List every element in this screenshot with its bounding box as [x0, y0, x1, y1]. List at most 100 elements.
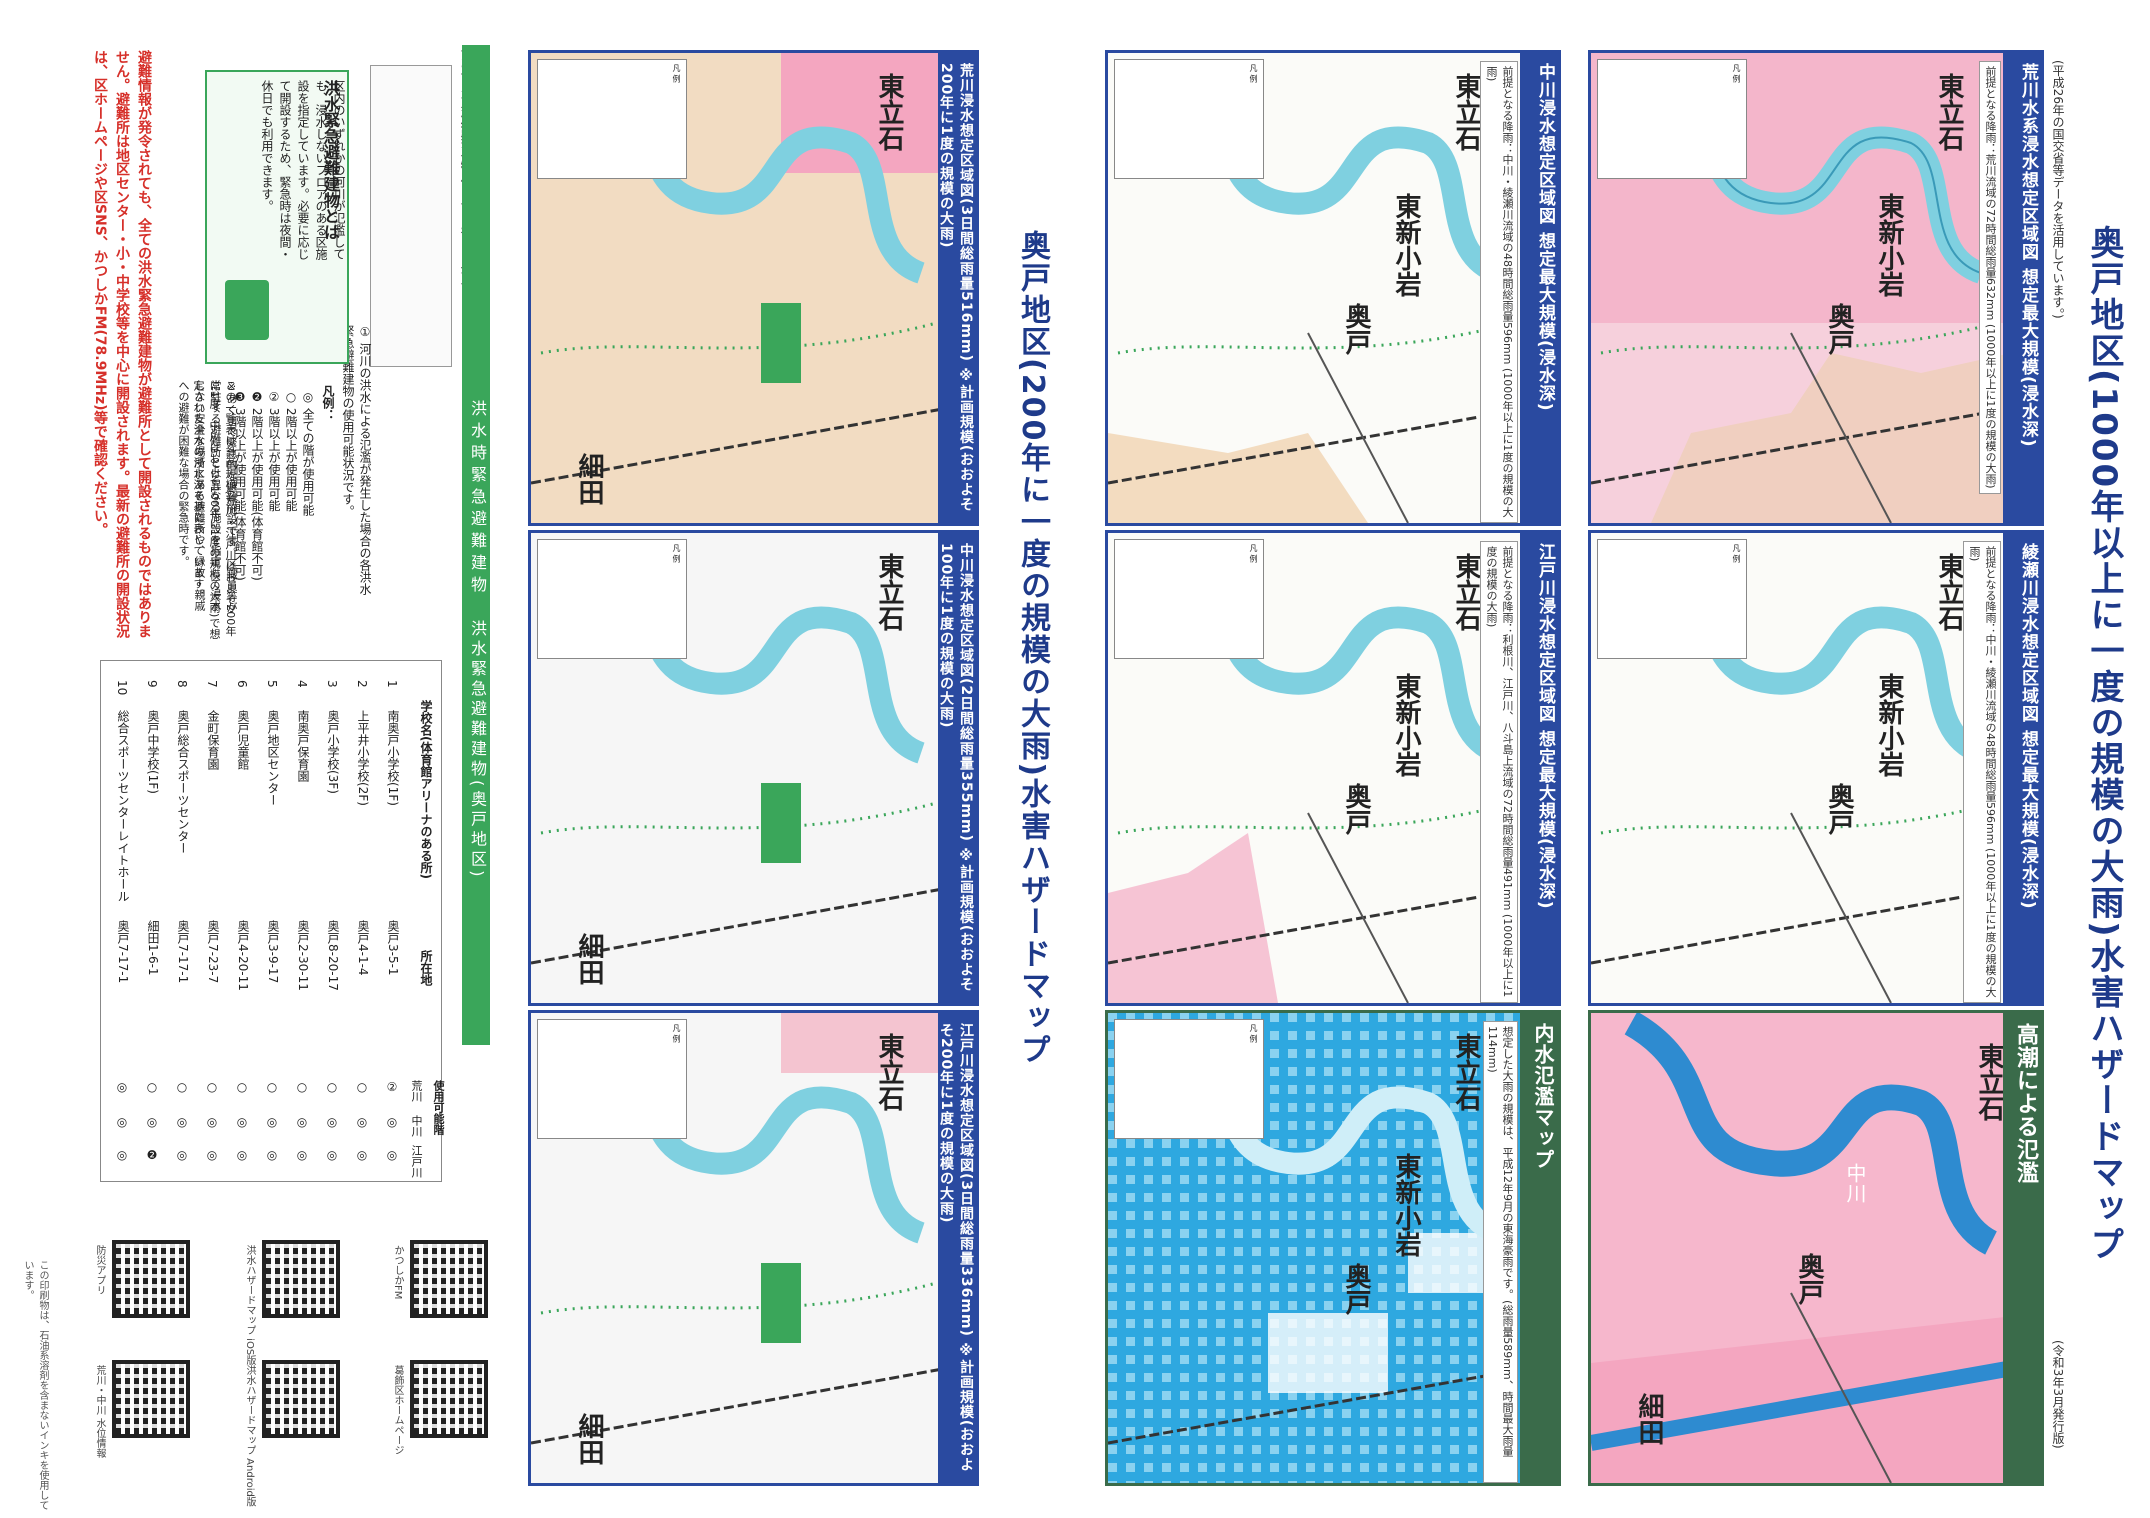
label-okudo: 奥戸 [1341, 783, 1371, 835]
label-higashishinkoiwa: 東新小岩 [1874, 673, 1904, 777]
map-ayase-max[interactable]: 凡 例 東立石 東新小岩 奥戸 綾瀬川浸水想定区域図 想定最大規模(浸水深) 前… [1588, 530, 2044, 1006]
map-title-nakagawa-max: 中川浸水想定区域図 想定最大規模(浸水深) [1520, 53, 1558, 523]
guide-sample-table [370, 65, 452, 367]
map-naisui[interactable]: 凡 例 東立石 東新小岩 奥戸 内水氾濫マップ 想定した大雨の規模は、平成12年… [1105, 1010, 1561, 1486]
map-title-arakawa-max: 荒川水系浸水想定区域図 想定最大規模(浸水深) [2003, 53, 2041, 523]
table-row-name: 南奥戸小学校(1F) [386, 710, 400, 806]
qr-code-homepage[interactable] [410, 1360, 488, 1438]
label-higashitateishi: 東立石 [874, 73, 904, 151]
table-header-arakawa: 荒川 [410, 1080, 423, 1102]
table-row-no: 4 [295, 680, 309, 688]
map-edogawa-plan[interactable]: 凡 例 東立石 細田 江戸川浸水想定区域図(3日間総雨量336mm) ※計画規模… [528, 1010, 979, 1486]
table-row-name: 奥戸小学校(3F) [326, 710, 340, 794]
table-row-name: 総合スポーツセンターレイトホール [116, 710, 130, 902]
label-higashitateishi: 東立石 [1974, 1043, 2004, 1121]
legend-naisui: 凡 例 [1114, 1019, 1264, 1139]
table-row-edogawa: ◎ [265, 1148, 279, 1162]
map-title-nakagawa-plan: 中川浸水想定区域図(2日間総雨量355mm) ※計画規模(おおよそ100年に1度… [938, 533, 976, 1003]
table-row-arakawa: ○ [205, 1080, 219, 1094]
qr-code-app[interactable] [112, 1240, 190, 1318]
table-row-arakawa: ○ [145, 1080, 159, 1094]
table-row-edogawa: ◎ [235, 1148, 249, 1162]
table-row-arakawa: ○ [265, 1080, 279, 1094]
table-row-no: 1 [385, 680, 399, 688]
table-row-nakagawa: ◎ [235, 1115, 249, 1129]
table-row-name: 金町保育園 [206, 710, 220, 770]
table-row-name: 上平井小学校(2F) [356, 710, 370, 806]
qr-code-katsushika-fm[interactable] [410, 1240, 488, 1318]
map-title-ayase-max: 綾瀬川浸水想定区域図 想定最大規模(浸水深) [2003, 533, 2041, 1003]
info-box-title: 洪水緊急避難建物とは [321, 80, 340, 240]
table-row-no: 3 [325, 680, 339, 688]
table-row-nakagawa: ◎ [355, 1115, 369, 1129]
table-row-arakawa: ○ [295, 1080, 309, 1094]
table-row-address: 奥戸7-17-1 [116, 920, 130, 984]
guide-legend-2: ② 3階以上が使用可能 [267, 390, 281, 512]
table-row-address: 奥戸2-30-11 [296, 920, 310, 991]
legend-ayase-max: 凡 例 [1597, 539, 1747, 659]
label-okudo: 奥戸 [1341, 303, 1371, 355]
building-table-title: 洪水緊急避難建物(奥戸地区) [468, 620, 487, 881]
table-row-name: 奥戸地区センター [266, 710, 280, 806]
evacuation-building-icon [225, 280, 269, 340]
section2-title: 奥戸地区(200年に一度の規模の大雨)水害ハザードマップ [1015, 230, 1050, 1067]
map-title-takashio: 高潮による氾濫 [2003, 1013, 2041, 1483]
map-takashio[interactable]: 東立石 奥戸 細田 中川 高潮による氾濫 [1588, 1010, 2044, 1486]
table-row-arakawa: ○ [235, 1080, 249, 1094]
map-nakagawa-max[interactable]: 凡 例 東立石 東新小岩 奥戸 中川浸水想定区域図 想定最大規模(浸水深) 前提… [1105, 50, 1561, 526]
map-sub-ayase-max: 前提となる降雨：中川・綾瀬川流域の48時間総雨量596mm (1000年以上に1… [1963, 541, 2001, 1003]
qr-code-android[interactable] [262, 1360, 340, 1438]
qr-code-ios[interactable] [262, 1240, 340, 1318]
table-row-nakagawa: ◎ [385, 1115, 399, 1129]
guide-note: ① 河川の洪水による氾濫が発生した場合の各洪水緊急避難建物の使用可能状況です。 [341, 325, 372, 595]
main-title: 奥戸地区(1000年以上に一度の規模の大雨)水害ハザードマップ [2084, 225, 2124, 1263]
table-header-edogawa: 江戸川 [410, 1145, 423, 1178]
label-hosoda: 細田 [574, 1413, 604, 1465]
table-row-arakawa: ○ [325, 1080, 339, 1094]
label-higashitateishi: 東立石 [1934, 73, 1964, 151]
map-arakawa-plan[interactable]: 凡 例 東立石 細田 荒川浸水想定区域図(3日間総雨量516mm) ※計画規模(… [528, 50, 979, 526]
table-row-edogawa: ◎ [205, 1148, 219, 1162]
table-header-address: 所在地 [419, 950, 433, 986]
legend-nakagawa-plan: 凡 例 [537, 539, 687, 659]
qr-label-3: 洪水ハザードマップ Android版 [244, 1365, 255, 1507]
map-sub-arakawa-max: 前提となる降雨：荒川流域の72時間総雨量632mm (1000年以上に1度の規模… [1979, 61, 2001, 494]
table-row-no: 5 [265, 680, 279, 688]
map-edogawa-max[interactable]: 凡 例 東立石 東新小岩 奥戸 江戸川浸水想定区域図 想定最大規模(浸水深) 前… [1105, 530, 1561, 1006]
map-sub-nakagawa-max: 前提となる降雨：中川・綾瀬川流域の48時間総雨量596mm (1000年以上に1… [1480, 61, 1518, 523]
table-row-no: 6 [235, 680, 249, 688]
label-okudo: 奥戸 [1824, 303, 1854, 355]
guide-legend-4: ❸ 3階以上が使用可能(体育館不可) [233, 390, 247, 581]
table-header-avail: 使用可能階 [432, 1080, 445, 1135]
table-row-nakagawa: ◎ [145, 1115, 159, 1129]
table-row-nakagawa: ◎ [295, 1115, 309, 1129]
table-row-no: 2 [355, 680, 369, 688]
table-row-edogawa: ◎ [295, 1148, 309, 1162]
table-row-no: 8 [175, 680, 189, 688]
guide-legend-0: ◎ 全ての階が使用可能 [301, 390, 315, 516]
legend-nakagawa-max: 凡 例 [1114, 59, 1264, 179]
table-row-arakawa: ○ [175, 1080, 189, 1094]
qr-label-2: 洪水ハザードマップ iOS版 [244, 1245, 255, 1366]
table-row-edogawa: ◎ [115, 1148, 129, 1162]
table-row-edogawa: ❷ [145, 1148, 159, 1162]
table-row-address: 奥戸8-20-17 [326, 920, 340, 991]
qr-label-4: 防災アプリ [94, 1245, 105, 1295]
label-higashitateishi: 東立石 [874, 1033, 904, 1111]
table-row-address: 奥戸7-23-7 [206, 920, 220, 984]
qr-code-water-level[interactable] [112, 1360, 190, 1438]
map-arakawa-max[interactable]: 凡 例 東立石 東新小岩 奥戸 荒川水系浸水想定区域図 想定最大規模(浸水深) … [1588, 50, 2044, 526]
map-nakagawa-plan[interactable]: 凡 例 東立石 細田 中川浸水想定区域図(2日間総雨量355mm) ※計画規模(… [528, 530, 979, 1006]
table-row-address: 奥戸3-9-17 [266, 920, 280, 984]
guide-legend-title: 凡例： [321, 385, 335, 421]
table-row-nakagawa: ◎ [175, 1115, 189, 1129]
table-row-edogawa: ◎ [175, 1148, 189, 1162]
table-row-address: 奥戸3-5-1 [386, 920, 400, 976]
table-header-name: 学校名(体育館アリーナのある所) [419, 700, 433, 879]
qr-label-0: かつしかFM [392, 1245, 403, 1300]
label-nakagawa: 中川 [1843, 1163, 1867, 1203]
table-row-name: 奥戸中学校(1F) [146, 710, 160, 794]
table-row-name: 奥戸児童館 [236, 710, 250, 770]
label-okudo: 奥戸 [1341, 1263, 1371, 1315]
table-row-name: 南奥戸保育園 [296, 710, 310, 782]
